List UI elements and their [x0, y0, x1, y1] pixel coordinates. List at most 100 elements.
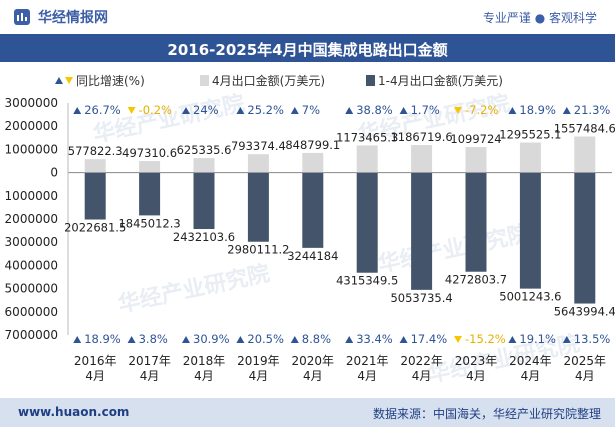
cumulative-value-label: 2022681.5: [64, 221, 126, 235]
yoy-up-arrow-icon: [73, 107, 82, 114]
cumulative-value-label: 4315349.5: [336, 274, 398, 288]
yoy-down-arrow-icon: [454, 336, 462, 343]
yoy-up-arrow-icon: [73, 336, 82, 343]
yoy-value-label: 20.5%: [247, 332, 284, 346]
yoy-up-arrow-icon: [399, 107, 408, 114]
x-tick-label: 2017年: [128, 354, 171, 368]
yoy-up-arrow-icon: [290, 107, 299, 114]
yoy-value-label: 17.4%: [411, 332, 448, 346]
yoy-up-arrow-icon: [399, 336, 408, 343]
yoy-value-label: 38.8%: [356, 103, 393, 117]
yoy-up-arrow-icon: [236, 336, 245, 343]
cumulative-bar: [193, 172, 215, 230]
x-tick-label: 2019年: [237, 354, 280, 368]
chart-title: 2016-2025年4月中国集成电路出口金额: [167, 41, 448, 59]
cumulative-bar: [465, 172, 487, 272]
monthly-value-label: 848799.1: [285, 138, 340, 152]
legend-up-arrow-icon: [55, 77, 63, 84]
x-tick-label: 4月: [357, 369, 377, 383]
yoy-up-arrow-icon: [562, 336, 571, 343]
yoy-up-arrow-icon: [182, 336, 190, 343]
monthly-value-label: 497310.6: [122, 146, 177, 160]
yoy-value-label: -7.2%: [465, 103, 498, 117]
x-tick-label: 2024年: [509, 354, 552, 368]
yoy-value-label: 24%: [193, 103, 219, 117]
yoy-up-arrow-icon: [236, 107, 245, 114]
title-bar: 2016-2025年4月中国集成电路出口金额: [0, 34, 615, 62]
yoy-value-label: 8.8%: [302, 332, 331, 346]
yoy-value-label: 3.8%: [139, 332, 168, 346]
yoy-value-label: -0.2%: [139, 103, 172, 117]
cumulative-value-label: 4272803.7: [445, 273, 507, 287]
chart-labels: 577822.3 2022681.5 26.7% 18.9% 497310.6 18450…: [64, 103, 615, 346]
data-source: 数据来源：中国海关，华经产业研究院整理: [372, 407, 601, 421]
y-axis: 3000000 2000000 1000000 0 1000000 2000000 3000…: [5, 96, 58, 342]
monthly-value-label: 577822.3: [68, 144, 123, 158]
x-tick-label: 4月: [412, 369, 432, 383]
cumulative-value-label: 1845012.3: [118, 216, 180, 230]
yoy-up-arrow-icon: [508, 336, 517, 343]
yoy-value-label: 21.3%: [574, 103, 611, 117]
x-tick-label: 4月: [575, 369, 595, 383]
x-tick-label: 4月: [249, 369, 269, 383]
cumulative-bar: [139, 172, 161, 216]
monthly-bar: [411, 145, 433, 173]
x-tick-label: 2016年: [74, 354, 117, 368]
yoy-value-label: 25.2%: [247, 103, 284, 117]
monthly-bar: [139, 161, 161, 173]
yoy-value-label: 30.9%: [193, 332, 230, 346]
y-tick-label: 2000000: [5, 212, 58, 226]
legend-cumulative-label: 1-4月出口金额(万美元): [378, 73, 503, 88]
monthly-value-label: 1186719.6: [390, 130, 452, 144]
cumulative-value-label: 5053735.4: [390, 291, 452, 305]
x-tick-label: 4月: [140, 369, 160, 383]
footer: www.huaon.com 数据来源：中国海关，华经产业研究院整理: [0, 398, 615, 427]
monthly-bar: [519, 142, 541, 173]
y-tick-label: 1000000: [5, 189, 58, 203]
yoy-value-label: 1.7%: [411, 103, 440, 117]
yoy-down-arrow-icon: [454, 107, 462, 114]
monthly-value-label: 1173465.3: [336, 130, 398, 144]
chart-bars: [84, 136, 596, 304]
y-tick-label: 5000000: [5, 282, 58, 296]
watermark-text: 华经产业研究院: [91, 90, 247, 147]
yoy-up-arrow-icon: [127, 336, 136, 343]
legend-cumulative-swatch: [366, 75, 375, 86]
monthly-bar: [465, 147, 487, 173]
slogan: 专业严谨 ● 客观科学: [482, 11, 597, 25]
cumulative-bar: [519, 172, 541, 289]
yoy-up-arrow-icon: [290, 336, 299, 343]
monthly-bar: [247, 154, 269, 173]
monthly-bar: [193, 158, 215, 173]
cumulative-value-label: 2432103.6: [173, 230, 235, 244]
legend-monthly-label: 4月出口金额(万美元): [212, 73, 325, 88]
watermark-text: 华经产业研究院: [376, 220, 532, 277]
monthly-bar: [84, 159, 106, 173]
cumulative-value-label: 5001243.6: [499, 290, 561, 304]
yoy-value-label: 7%: [302, 103, 320, 117]
y-tick-label: 6000000: [5, 305, 58, 319]
x-tick-label: 2020年: [292, 354, 335, 368]
y-tick-label: 0: [50, 166, 58, 180]
yoy-up-arrow-icon: [345, 336, 354, 343]
y-tick-label: 4000000: [5, 258, 58, 272]
y-tick-label: 1000000: [5, 142, 58, 156]
legend-yoy-label: 同比增速(%): [76, 74, 145, 88]
cumulative-bar: [84, 172, 106, 220]
x-tick-label: 4月: [521, 369, 541, 383]
yoy-value-label: 13.5%: [574, 332, 611, 346]
y-tick-label: 2000000: [5, 119, 58, 133]
x-tick-label: 2023年: [455, 354, 498, 368]
cumulative-bar: [356, 172, 378, 273]
cumulative-bar: [302, 172, 324, 248]
yoy-value-label: -15.2%: [465, 332, 506, 346]
yoy-value-label: 19.1%: [519, 332, 556, 346]
legend-down-arrow-icon: [65, 77, 73, 84]
yoy-up-arrow-icon: [508, 107, 517, 114]
x-tick-label: 2021年: [346, 354, 389, 368]
cumulative-bar: [411, 172, 433, 290]
monthly-value-label: 1099724: [450, 132, 501, 146]
monthly-bar: [574, 136, 596, 173]
monthly-bar: [356, 145, 378, 173]
